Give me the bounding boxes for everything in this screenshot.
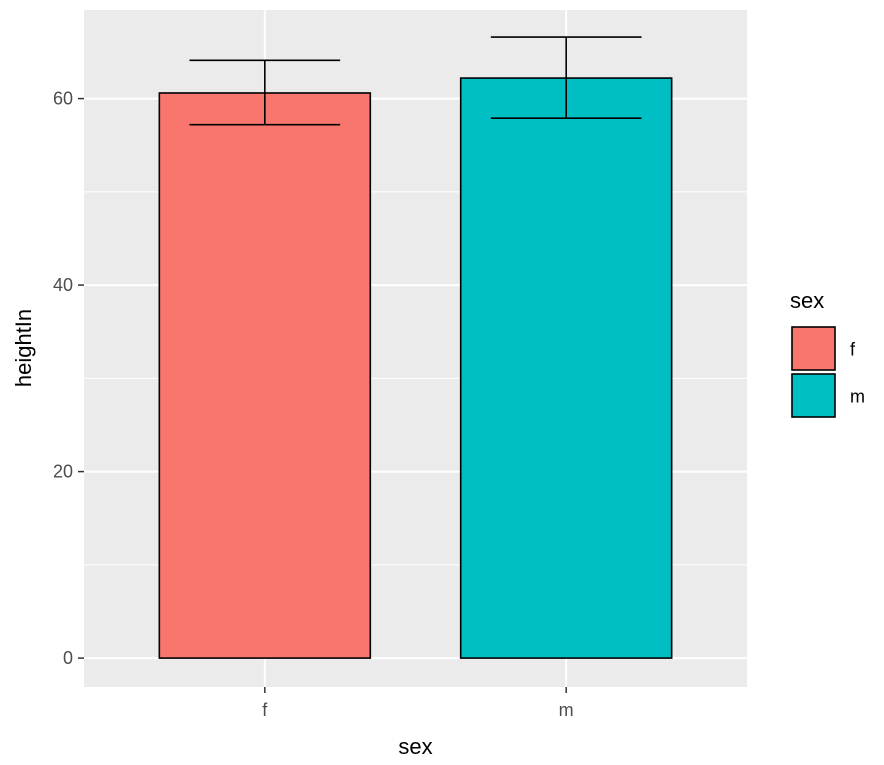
bars xyxy=(158,77,673,659)
legend-key-m xyxy=(791,373,836,418)
y-axis: 0 20 40 60 xyxy=(53,89,84,668)
x-tick-label: f xyxy=(262,700,268,720)
bar-m xyxy=(459,77,673,659)
y-axis-title: heightIn xyxy=(11,309,36,387)
legend-key-f xyxy=(791,326,836,371)
error-bar-m xyxy=(490,36,642,119)
error-bar-f xyxy=(189,59,341,126)
y-tick-label: 40 xyxy=(53,275,73,295)
legend-title: sex xyxy=(790,288,824,313)
legend: sex f m xyxy=(790,288,865,418)
legend-label-f: f xyxy=(850,340,856,360)
legend-label-m: m xyxy=(850,387,865,407)
x-tick-label: m xyxy=(559,700,574,720)
y-tick-label: 20 xyxy=(53,462,73,482)
x-axis-title: sex xyxy=(398,734,432,759)
y-tick-label: 0 xyxy=(63,648,73,668)
y-tick-label: 60 xyxy=(53,89,73,109)
bar-f xyxy=(158,92,372,659)
error-bars xyxy=(189,36,642,126)
